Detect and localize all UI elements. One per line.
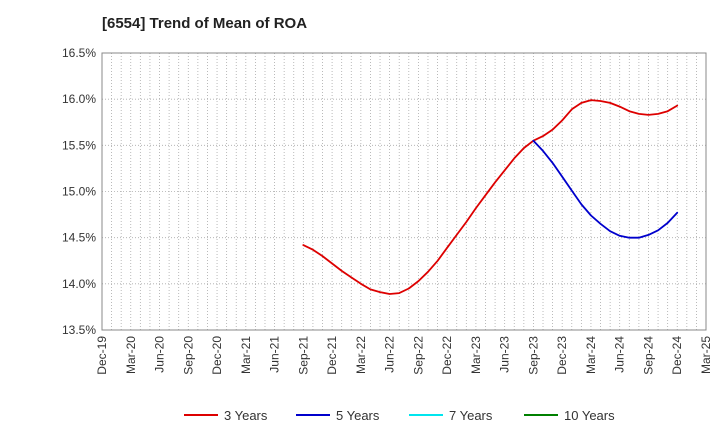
x-tick-label: Mar-24 [584, 336, 598, 374]
y-tick-label: 15.5% [62, 138, 96, 152]
x-tick-label: Mar-20 [124, 336, 138, 374]
x-tick-label: Mar-21 [239, 336, 253, 374]
x-tick-label: Dec-24 [670, 336, 684, 375]
y-tick-label: 16.0% [62, 92, 96, 106]
plot-area [101, 52, 707, 331]
x-tick-label: Dec-20 [210, 336, 224, 375]
legend: 3 Years 5 Years 7 Years 10 Years [184, 408, 615, 423]
grid-lines [102, 52, 706, 331]
y-tick-label: 13.5% [62, 323, 96, 337]
y-tick-label: 16.5% [62, 46, 96, 60]
series-line-3-years [302, 99, 679, 295]
x-tick-label: Dec-19 [95, 336, 109, 375]
x-tick-label: Sep-20 [181, 336, 195, 375]
x-tick-label: Jun-22 [383, 336, 397, 373]
x-tick-label: Dec-22 [440, 336, 454, 375]
y-tick-label: 15.0% [62, 185, 96, 199]
legend-label-7-years: 7 Years [449, 408, 493, 423]
x-tick-label: Mar-25 [699, 336, 713, 374]
x-tick-label: Jun-24 [613, 336, 627, 373]
x-tick-label: Sep-24 [641, 336, 655, 375]
x-tick-label: Sep-23 [526, 336, 540, 375]
legend-label-5-years: 5 Years [336, 408, 380, 423]
x-tick-label: Sep-21 [296, 336, 310, 375]
y-axis: 13.5% 14.0% 14.5% 15.0% 15.5% 16.0% 16.5% [62, 46, 96, 337]
x-tick-label: Jun-20 [153, 336, 167, 373]
x-tick-label: Sep-22 [411, 336, 425, 375]
legend-label-3-years: 3 Years [224, 408, 268, 423]
x-tick-label: Dec-23 [555, 336, 569, 375]
x-tick-label: Mar-22 [354, 336, 368, 374]
chart-title: [6554] Trend of Mean of ROA [102, 15, 308, 32]
y-tick-label: 14.0% [62, 277, 96, 291]
x-tick-label: Jun-23 [498, 336, 512, 373]
series-line-5-years [532, 139, 679, 239]
x-tick-label: Mar-23 [469, 336, 483, 374]
x-tick-label: Dec-21 [325, 336, 339, 375]
series-lines [302, 99, 679, 295]
x-axis: Dec-19 Mar-20 Jun-20 Sep-20 Dec-20 Mar-21 Jun-… [95, 336, 713, 375]
legend-label-10-years: 10 Years [564, 408, 615, 423]
y-tick-label: 14.5% [62, 231, 96, 245]
x-tick-label: Jun-21 [268, 336, 282, 373]
